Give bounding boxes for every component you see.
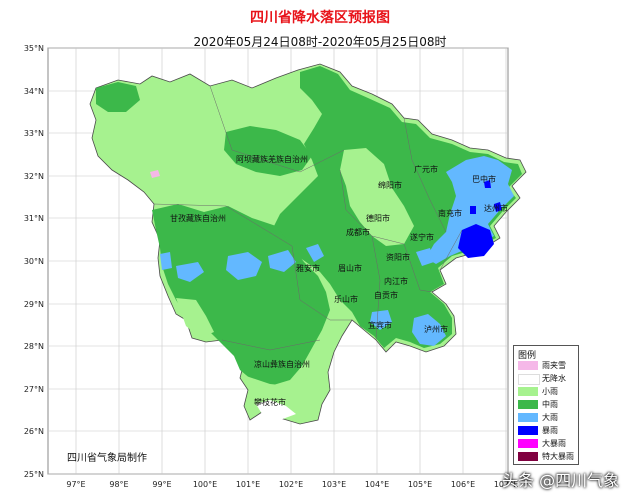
- light-rain-central: [340, 148, 414, 246]
- city-label: 成都市: [346, 227, 370, 237]
- credit-text: 四川省气象局制作: [67, 453, 147, 464]
- legend-swatch: [518, 374, 540, 385]
- light-rain-southwest: [176, 298, 214, 338]
- legend-swatch: [518, 400, 538, 409]
- city-label: 自贡市: [374, 290, 398, 300]
- city-label: 乐山市: [334, 294, 358, 304]
- moderate-rain-north: [224, 126, 312, 176]
- lon-label: 107°E: [494, 480, 518, 489]
- city-label: 资阳市: [386, 252, 410, 262]
- lon-label: 99°E: [152, 480, 171, 489]
- lat-label: 30°N: [24, 257, 44, 266]
- lon-label: 101°E: [236, 480, 260, 489]
- map-subtitle: 2020年05月24日08时-2020年05月25日08时: [193, 35, 447, 49]
- legend-swatch: [518, 413, 538, 422]
- map-title: 四川省降水落区预报图: [250, 10, 390, 26]
- legend-swatch: [518, 387, 538, 396]
- axis-labels: 35°N 34°N 33°N 32°N 31°N 30°N 29°N 28°N 27°N 26°N…: [24, 44, 518, 489]
- lat-label: 32°N: [24, 172, 44, 181]
- heavy-rain-east-small: [416, 248, 434, 266]
- city-label: 雅安市: [296, 263, 320, 273]
- legend-label: 小雨: [542, 387, 558, 396]
- legend-swatch: [518, 361, 538, 370]
- legend-swatch: [518, 426, 538, 435]
- rainstorm-area: [458, 224, 494, 258]
- lat-label: 35°N: [24, 44, 44, 53]
- lon-label: 100°E: [193, 480, 217, 489]
- lon-label: 97°E: [66, 480, 85, 489]
- heavy-rain-center: [306, 244, 324, 262]
- rainstorm-dots: [470, 180, 502, 214]
- lon-label: 98°E: [109, 480, 128, 489]
- legend-label: 特大暴雨: [542, 452, 574, 461]
- city-label: 阿坝藏族羌族自治州: [236, 154, 308, 164]
- legend-label: 无降水: [542, 374, 566, 383]
- city-label: 宜宾市: [368, 320, 392, 330]
- city-label: 达州市: [484, 203, 508, 213]
- moderate-rain-west: [152, 204, 330, 386]
- lat-label: 26°N: [24, 427, 44, 436]
- no-rain-area: [256, 400, 296, 420]
- moderate-rain-north-2: [96, 82, 140, 112]
- lon-label: 104°E: [365, 480, 389, 489]
- city-label: 德阳市: [366, 213, 390, 223]
- lat-label: 25°N: [24, 470, 44, 479]
- city-label: 泸州市: [424, 324, 448, 334]
- city-label: 遂宁市: [410, 232, 434, 242]
- city-label: 南充市: [438, 208, 462, 218]
- heavy-rain-west-2: [268, 250, 296, 272]
- legend-label: 中雨: [542, 400, 558, 409]
- city-label: 广元市: [414, 164, 438, 174]
- legend-label: 雨夹雪: [542, 361, 566, 370]
- city-label: 巴中市: [472, 174, 496, 184]
- lon-label: 106°E: [451, 480, 475, 489]
- heavy-rain-southeast-2: [370, 310, 392, 330]
- legend-swatch: [518, 439, 538, 448]
- lon-label: 102°E: [279, 480, 303, 489]
- lat-label: 29°N: [24, 300, 44, 309]
- legend-swatch: [518, 452, 538, 461]
- lat-label: 28°N: [24, 342, 44, 351]
- heavy-rain-west-4: [160, 252, 172, 270]
- sleet-patch: [150, 170, 160, 178]
- city-label: 内江市: [384, 276, 408, 286]
- boundaries: [153, 85, 463, 351]
- heavy-rain-southeast: [412, 314, 446, 346]
- legend: 图例 雨夹雪无降水小雨中雨大雨暴雨大暴雨特大暴雨: [513, 345, 579, 465]
- legend-label: 暴雨: [542, 426, 558, 435]
- lat-label: 27°N: [24, 385, 44, 394]
- watermark: 头条 @四川气象: [502, 471, 620, 490]
- lon-label: 105°E: [408, 480, 432, 489]
- heavy-rain-west-1: [226, 252, 262, 280]
- lon-label: 103°E: [322, 480, 346, 489]
- legend-label: 大暴雨: [542, 439, 566, 448]
- legend-label: 大雨: [542, 413, 558, 422]
- city-label: 绵阳市: [378, 180, 402, 190]
- lat-label: 34°N: [24, 87, 44, 96]
- city-label: 凉山彝族自治州: [254, 359, 310, 369]
- city-label: 攀枝花市: [254, 397, 286, 407]
- legend-title: 图例: [518, 351, 537, 361]
- city-label: 眉山市: [338, 263, 362, 273]
- city-label: 甘孜藏族自治州: [170, 213, 226, 223]
- lat-label: 33°N: [24, 129, 44, 138]
- lat-label: 31°N: [24, 214, 44, 223]
- heavy-rain-west-3: [176, 262, 204, 282]
